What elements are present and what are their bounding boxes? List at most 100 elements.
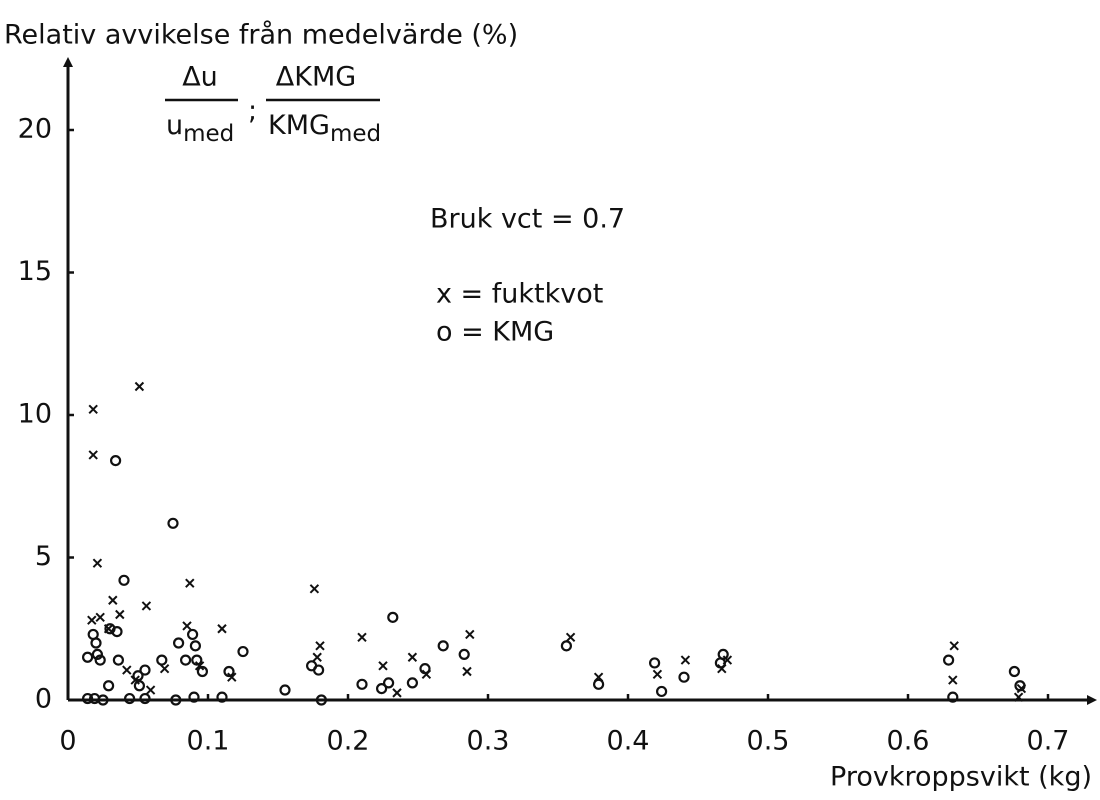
circle-point [1014,680,1026,692]
circle-point [437,640,449,652]
cross-point [392,688,402,698]
x-tick-label: 0.3 [467,726,510,757]
cross-point [462,666,472,677]
circle-point [156,654,168,666]
cross-point [949,641,959,651]
cross-point [465,629,475,640]
circle-point [187,628,199,641]
cross-stroke [217,624,227,634]
circle-point [592,678,605,690]
x-tick-label: 0.2 [327,726,370,757]
cross-point [315,641,325,651]
cross-point [309,584,320,594]
x-tick-label: 0.4 [607,726,650,757]
cross-stroke [115,609,125,620]
cross-stroke [948,675,958,685]
y-tick-label: 15 [18,256,52,287]
cross-point [357,632,367,643]
cross-stroke [378,661,388,671]
cross-stroke [312,652,322,662]
cross-stroke [88,404,98,415]
cross-stroke [357,632,367,643]
circle-point [81,692,94,705]
circle-point [560,640,573,652]
cross-point [108,595,118,605]
circle-point [196,665,208,678]
circle-point [94,654,106,666]
circle-point [112,654,125,666]
fraction-base: KMG [268,110,330,141]
circle-point [118,574,130,586]
circle-point [124,692,136,705]
cross-point [182,621,192,631]
cross-stroke [565,632,576,643]
circle-point [279,684,291,696]
fraction-base: u [166,110,183,141]
cross-stroke [309,584,320,594]
circle-point [173,637,185,649]
annotation: Bruk vct = 0.7 [430,204,625,235]
x-tick-label: 0.6 [887,726,930,757]
cross-point [652,669,663,680]
circle-point [419,663,431,675]
cross-stroke [159,663,170,674]
circle-point [947,691,959,703]
fraction-separator: ; [248,96,257,127]
circle-point [376,682,388,695]
y-axis-label: Relativ avvikelse från medelvärde (%) [4,20,518,51]
cross-point [88,404,98,415]
circle-point [102,680,115,692]
circle-point [356,678,368,690]
x-tick-label: 0.1 [187,726,230,757]
cross-stroke [134,381,145,392]
cross-point [88,450,98,460]
circle-point [139,664,151,676]
cross-stroke [141,601,152,611]
cross-point [159,663,170,674]
cross-stroke [92,558,103,568]
circle-point [383,677,395,689]
circle-point [111,625,123,638]
circle-point [88,692,101,705]
cross-point [145,685,156,695]
circle-point [133,680,145,692]
circle-point [90,637,102,649]
cross-point [95,612,105,623]
cross-point [227,672,237,682]
x-tick-label: 0.7 [1027,726,1070,757]
x-axis-label: Provkroppsvikt (kg) [830,762,1092,793]
y-tick-label: 10 [18,399,52,430]
cross-point [134,381,145,392]
circle-point [313,664,325,676]
cross-point [378,661,388,671]
fraction-denominator: KMGmed [268,110,381,147]
circle-point [942,654,955,666]
circle-point [678,671,690,683]
circle-point [237,645,249,658]
circle-point [1008,665,1021,678]
cross-stroke [87,615,97,625]
cross-point [312,652,322,662]
circle-point [717,648,729,661]
legend-entry: o = KMG [436,317,554,348]
cross-point [185,578,195,588]
cross-point [680,655,691,665]
circle-point [180,654,192,666]
cross-point [217,624,227,634]
circle-point [315,694,327,706]
cross-stroke [108,595,118,605]
fraction-numerator: Δu [182,62,218,93]
circle-point [216,691,228,703]
cross-point [407,652,418,662]
cross-stroke [185,578,195,588]
fraction-denominator: umed [166,110,234,147]
y-tick-label: 5 [35,541,52,572]
y-tick-label: 0 [35,684,52,715]
circle-point [387,611,399,623]
cross-stroke [122,665,132,675]
cross-point [194,661,205,671]
circle-point [81,651,94,663]
fraction-subscript: med [330,121,381,147]
cross-stroke [1013,692,1024,702]
